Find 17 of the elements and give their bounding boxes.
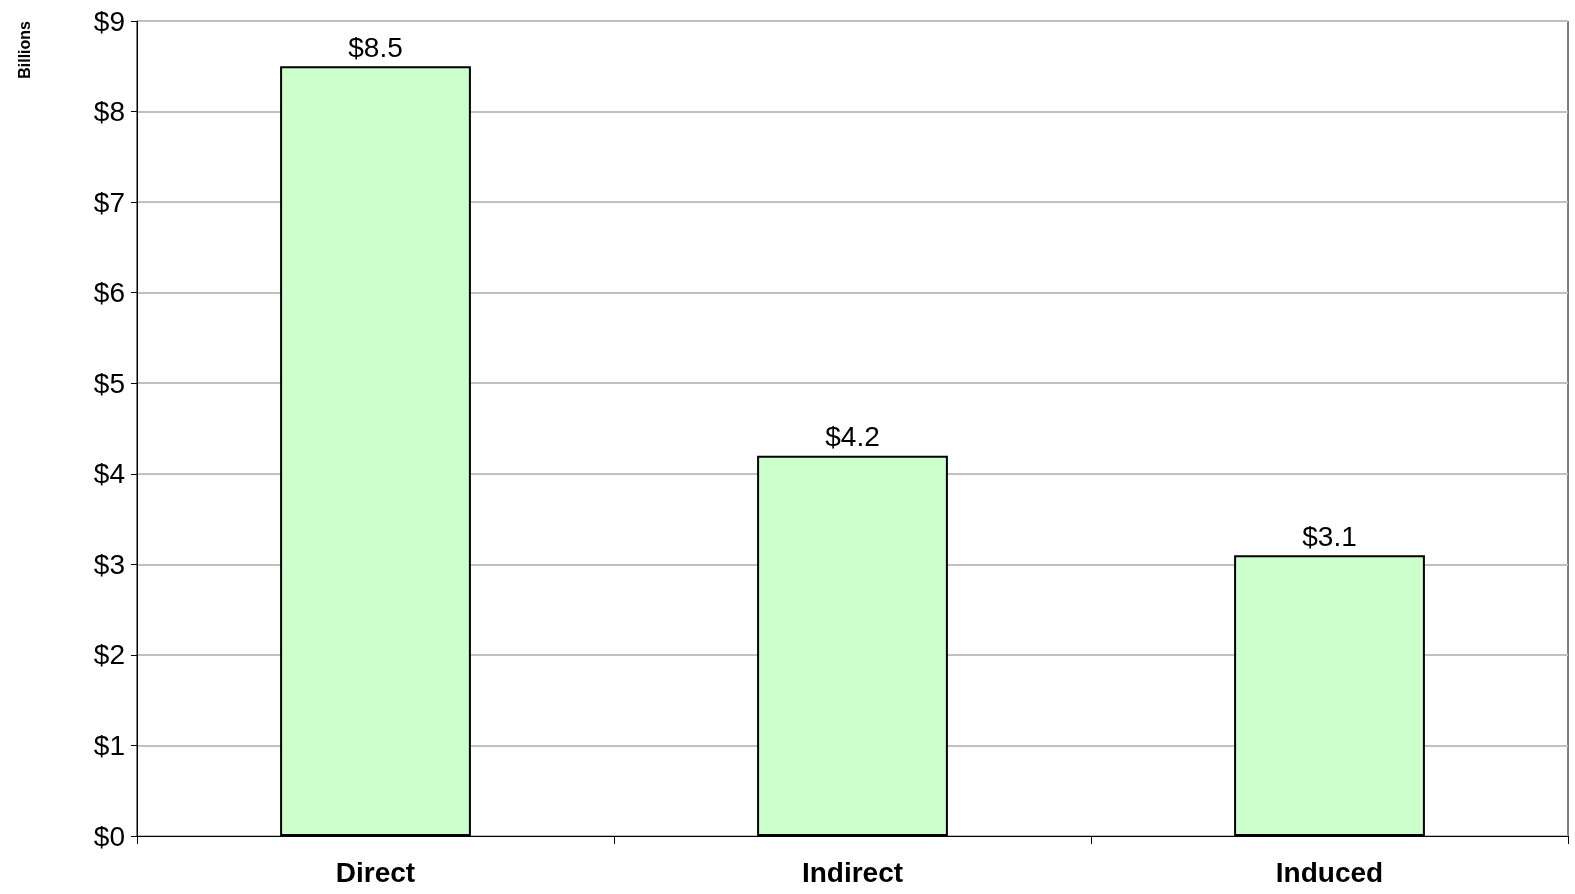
y-tick-label: $2 [93, 639, 125, 671]
x-tick-label: Indirect [801, 856, 904, 888]
x-tick-label: Direct [335, 856, 416, 888]
y-tick-label: $8 [93, 96, 125, 128]
y-tick-label: $7 [93, 186, 125, 218]
y-tick-label: $5 [93, 367, 125, 399]
data-label: $3.1 [1302, 520, 1357, 552]
y-tick-label: $1 [93, 729, 125, 761]
y-axis-title: Billions [15, 20, 33, 79]
x-tick-label: Induced [1275, 856, 1384, 888]
y-tick-label: $4 [93, 458, 125, 490]
y-tick-label: $0 [93, 820, 125, 852]
y-tick-label: $6 [93, 277, 125, 309]
data-label: $4.2 [825, 421, 880, 453]
data-label: $8.5 [348, 31, 403, 63]
y-tick-label: $9 [93, 5, 125, 37]
y-tick-label: $3 [93, 548, 125, 580]
